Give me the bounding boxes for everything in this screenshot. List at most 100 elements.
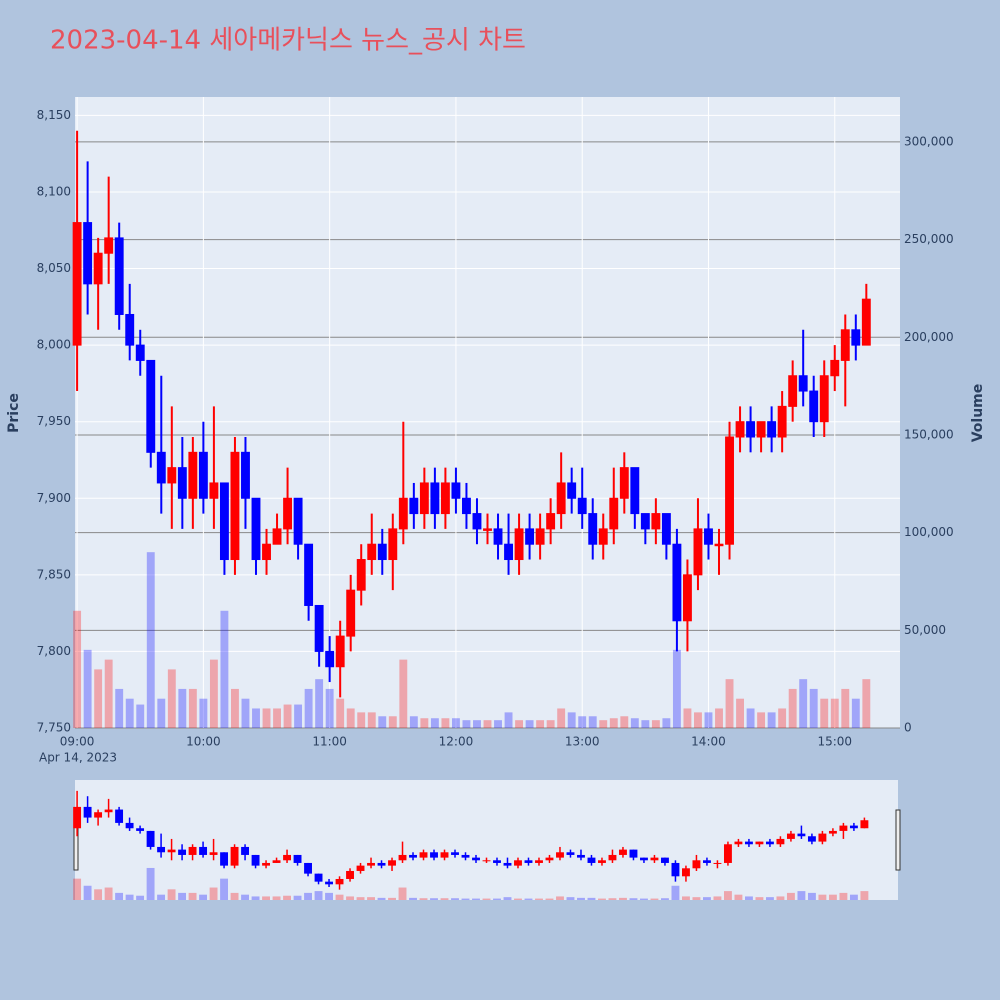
candle-body	[767, 421, 777, 438]
slider-volume-bar	[734, 894, 743, 900]
slider-candle-body	[430, 852, 438, 858]
slider-candle-body	[860, 820, 869, 829]
candle-body	[409, 497, 419, 515]
slider-candle-body	[104, 809, 113, 813]
slider-volume-bar	[818, 894, 827, 900]
slider-candle-body	[755, 841, 764, 845]
candle-body	[788, 375, 798, 407]
slider-volume-bar	[262, 896, 270, 900]
volume-bar	[209, 659, 218, 728]
slider-candle-body	[167, 849, 176, 853]
slider-volume-bar	[272, 896, 281, 900]
y-tick-label: 8,000	[37, 338, 71, 352]
candle-body	[556, 482, 566, 515]
slider-candle-body	[356, 865, 365, 871]
slider-volume-bar	[209, 887, 218, 900]
candle-body	[430, 482, 440, 515]
volume-bar	[294, 704, 303, 728]
candle-body	[672, 543, 682, 622]
candle-body	[293, 497, 303, 545]
slider-candle-body	[723, 844, 732, 863]
slider-volume-bar	[125, 894, 134, 900]
volume-bar	[104, 659, 113, 728]
volume-bar	[178, 688, 187, 728]
candle-body	[640, 513, 650, 530]
slider-candle-body	[83, 806, 92, 818]
candle-body	[177, 467, 187, 499]
slider-candle-body	[314, 873, 323, 882]
candle-body	[798, 375, 808, 392]
slider-volume-bar	[94, 889, 103, 900]
volume-bar	[651, 720, 660, 728]
slider-candle-body	[482, 860, 491, 862]
slider-candle-body	[545, 857, 554, 861]
candle-body	[725, 436, 734, 545]
candle-body	[125, 313, 135, 346]
volume-bar	[167, 669, 176, 728]
slider-candle-body	[283, 854, 291, 861]
slider-volume-bar	[178, 892, 187, 900]
slider-volume-bar	[723, 891, 732, 900]
slider-volume-bar	[661, 898, 669, 900]
x-tick-label: 11:00	[312, 735, 347, 749]
candle-body	[746, 421, 756, 438]
slider-candle-body	[409, 854, 417, 858]
slider-candle-body	[73, 806, 82, 829]
volume-bar	[199, 698, 208, 728]
slider-volume-bar	[650, 898, 659, 900]
volume-bar	[420, 718, 429, 728]
slider-volume-bar	[629, 898, 638, 900]
y-tick-label: 7,900	[37, 491, 71, 505]
candle-body	[472, 513, 482, 530]
slider-candle-body	[220, 852, 229, 866]
volume-bar	[736, 698, 744, 728]
candle-body	[577, 497, 587, 515]
slider-candle-body	[346, 870, 354, 879]
y2-tick-label: 300,000	[904, 134, 954, 148]
y-tick-label: 8,150	[37, 108, 71, 122]
slider-candle-body	[115, 809, 124, 823]
slider-candle-body	[734, 841, 743, 845]
slider-volume-bar	[776, 896, 785, 900]
slider-candle-body	[682, 868, 690, 877]
x-tick-label: 09:00	[60, 735, 95, 749]
range-slider[interactable]	[75, 780, 898, 900]
volume-bar	[599, 720, 608, 728]
volume-bar	[567, 712, 576, 728]
slider-volume-bar	[744, 896, 753, 900]
volume-bar	[325, 688, 334, 728]
slider-volume-bar	[703, 897, 711, 900]
candle-body	[314, 604, 324, 652]
candle-body	[272, 528, 282, 545]
x-date-label: Apr 14, 2023	[39, 751, 117, 765]
volume-bar	[799, 679, 808, 728]
slider-volume-bar	[388, 897, 396, 900]
volume-bar	[641, 720, 650, 728]
slider-handle[interactable]	[895, 809, 901, 871]
slider-volume-bar	[430, 898, 438, 900]
volume-bar	[399, 659, 408, 728]
slider-volume-bar	[304, 892, 312, 900]
candle-body	[104, 237, 114, 254]
volume-bar	[609, 718, 618, 728]
candle-body	[493, 528, 503, 545]
candle-body	[451, 482, 461, 499]
volume-bar	[388, 716, 397, 728]
slider-volume-bar	[377, 897, 386, 900]
candle-body	[377, 543, 387, 561]
volume-bar	[809, 688, 818, 728]
x-tick-label: 15:00	[817, 735, 852, 749]
slider-volume-bar	[73, 878, 82, 900]
candle-body	[367, 543, 377, 561]
slider-candle-body	[786, 833, 795, 839]
slider-candle-body	[262, 862, 270, 866]
candle-body	[840, 329, 850, 361]
slider-volume-bar	[335, 894, 344, 900]
candle-body	[483, 528, 492, 531]
volume-bar	[588, 716, 597, 728]
slider-volume-bar	[860, 891, 869, 900]
volume-bar	[536, 720, 545, 728]
candle-body	[93, 252, 103, 285]
candle-body	[156, 451, 166, 484]
